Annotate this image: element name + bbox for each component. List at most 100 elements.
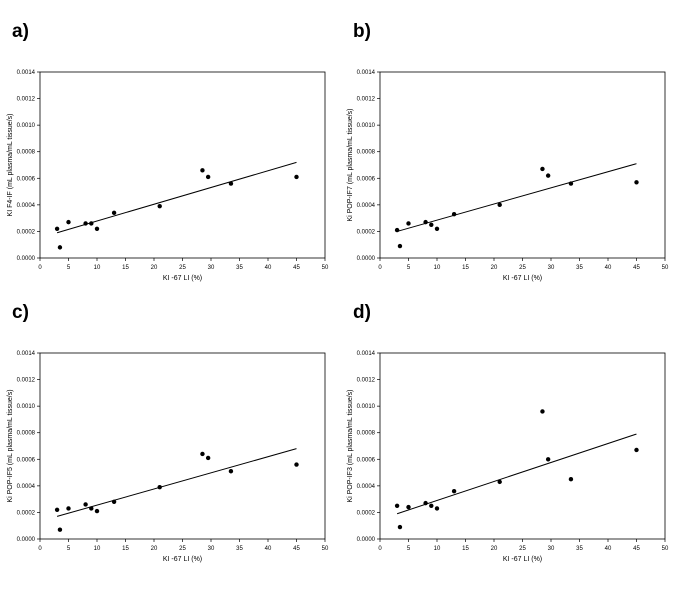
data-point (451, 211, 457, 217)
x-tick-label: 10 (434, 546, 441, 552)
x-tick-label: 35 (576, 546, 583, 552)
data-point (157, 484, 162, 490)
x-tick-label: 45 (293, 265, 300, 271)
data-point (497, 479, 502, 485)
panel-b: b) 0 5 10 15 20 25 30 35 40 45 50 0.0000 0.0002 0.000… (347, 21, 669, 282)
data-point (111, 210, 117, 216)
data-point (429, 503, 434, 508)
x-tick-label: 30 (208, 546, 215, 552)
y-tick-label: 0.0008 (357, 431, 376, 437)
y-tick-label: 0.0000 (357, 537, 376, 543)
x-tick-label: 40 (265, 546, 272, 552)
x-tick-label: 40 (265, 265, 272, 271)
trend-line (56, 161, 297, 234)
data-point (394, 227, 400, 233)
data-point (205, 174, 211, 180)
x-axis-title: KI -67 LI (%) (163, 556, 202, 563)
data-point (394, 503, 400, 508)
data-point (451, 488, 457, 494)
y-tick-label: 0.0012 (17, 97, 36, 103)
x-tick-label: 0 (378, 265, 382, 271)
x-tick-label: 5 (407, 546, 411, 552)
plot-frame (379, 352, 666, 540)
y-tick-label: 0.0004 (357, 484, 376, 490)
x-tick-label: 35 (236, 546, 243, 552)
x-tick-label: 0 (378, 546, 382, 552)
x-tick-label: 0 (38, 546, 42, 552)
data-point (94, 508, 100, 514)
trend-line (396, 163, 637, 232)
y-tick-label: 0.0012 (357, 378, 376, 384)
y-tick-label: 0.0006 (17, 176, 36, 182)
x-tick-label: 30 (208, 265, 215, 271)
data-point (157, 203, 162, 209)
y-tick-label: 0.0002 (17, 229, 36, 235)
x-axis-title: KI -67 LI (%) (503, 275, 542, 282)
x-tick-label: 45 (293, 546, 300, 552)
y-tick-label: 0.0002 (17, 510, 36, 516)
y-tick-label: 0.0004 (17, 484, 36, 490)
x-axis-title: KI -67 LI (%) (503, 556, 542, 563)
data-point (89, 506, 94, 511)
data-point (634, 180, 639, 185)
data-point (200, 168, 205, 173)
data-point (57, 527, 63, 532)
data-point (111, 499, 117, 504)
data-point (54, 507, 60, 512)
x-tick-label: 25 (179, 265, 186, 271)
x-tick-label: 40 (605, 546, 612, 552)
panel-c: c) 0 5 10 15 20 25 30 35 40 45 50 0.0000 0.0002 0.000… (7, 302, 329, 563)
data-point (205, 455, 211, 461)
data-point (54, 226, 60, 231)
panel-letter: a) (12, 21, 29, 42)
plot-frame (379, 71, 666, 259)
panel-a: a) 0 5 10 15 20 25 30 35 40 45 50 0.0000 0.0002 0.000… (7, 21, 329, 282)
y-tick-label: 0.0010 (357, 404, 376, 410)
y-tick-label: 0.0008 (17, 150, 36, 156)
y-axis-title: Ki POP-IF7 (mL plasma/mL tissue/s) (347, 108, 354, 221)
y-tick-label: 0.0000 (17, 256, 36, 262)
x-tick-label: 25 (519, 265, 526, 271)
y-tick-label: 0.0014 (17, 70, 36, 76)
y-tick-label: 0.0002 (357, 229, 376, 235)
y-tick-label: 0.0012 (357, 97, 376, 103)
trend-line (56, 448, 297, 517)
data-point (545, 457, 551, 462)
x-tick-label: 20 (151, 265, 158, 271)
data-point (634, 447, 639, 453)
x-tick-label: 10 (94, 265, 101, 271)
y-tick-label: 0.0014 (357, 351, 376, 357)
x-tick-label: 40 (605, 265, 612, 271)
data-point (397, 524, 403, 530)
data-point (94, 226, 100, 231)
y-tick-label: 0.0008 (17, 431, 36, 437)
data-point (497, 202, 502, 208)
data-point (228, 469, 234, 474)
data-point (545, 173, 551, 178)
data-point (423, 500, 428, 506)
y-axis-title: Ki POP-IF5 (mL plasma/mL tissue/s) (7, 389, 14, 502)
y-tick-label: 0.0014 (17, 351, 36, 357)
y-tick-label: 0.0014 (357, 70, 376, 76)
panel-d: d) 0 5 10 15 20 25 30 35 40 45 50 0.0000 0.0002 0.000… (347, 302, 669, 563)
x-tick-label: 50 (322, 546, 329, 552)
x-tick-label: 5 (67, 546, 71, 552)
x-tick-label: 5 (407, 265, 411, 271)
data-point (406, 221, 411, 226)
x-tick-label: 30 (548, 546, 555, 552)
data-point (397, 243, 403, 249)
data-point (429, 222, 434, 227)
panel-letter: c) (12, 302, 29, 323)
data-point (57, 245, 63, 250)
x-tick-label: 50 (662, 546, 669, 552)
y-tick-label: 0.0006 (17, 457, 36, 463)
y-tick-label: 0.0004 (357, 203, 376, 209)
x-tick-label: 35 (576, 265, 583, 271)
data-point (83, 221, 88, 226)
data-point (294, 462, 299, 467)
y-tick-label: 0.0006 (357, 176, 376, 182)
x-tick-label: 50 (322, 265, 329, 271)
y-tick-label: 0.0012 (17, 378, 36, 384)
y-axis-title: KI F4-IF (mL plasma/mL tissue/s) (7, 114, 14, 217)
